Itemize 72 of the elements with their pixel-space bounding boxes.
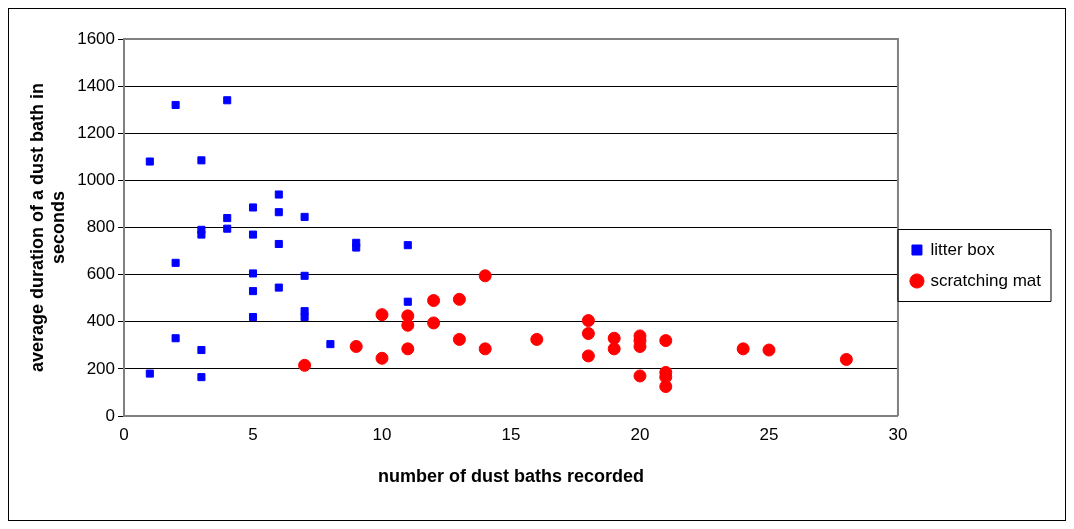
point [298,358,312,372]
point [452,332,466,346]
point [375,308,389,322]
point [403,241,412,250]
point [349,339,363,353]
point [300,271,309,280]
point [248,287,258,296]
y-tick-label: 1200 [77,122,116,142]
y-tick-label: 400 [86,311,116,331]
point [530,332,544,346]
point [401,342,415,356]
x-tick-label: 20 [630,424,650,444]
point [274,190,283,199]
point [274,239,283,249]
point [171,334,180,343]
point [197,373,206,382]
x-tick-label: 5 [248,424,258,444]
point [223,214,232,223]
point [145,369,154,378]
point [736,342,750,356]
x-tick-label: 25 [759,424,779,444]
point [223,224,232,233]
y-tick-label: 800 [86,217,116,237]
point [223,96,232,105]
y-tick-label: 1400 [77,75,116,95]
point [607,331,621,345]
point [171,258,180,267]
point [478,269,492,283]
point [401,318,415,332]
point [375,351,389,365]
point [659,380,673,394]
x-tick-label: 10 [372,424,392,444]
x-tick-label: 30 [888,424,908,444]
point [352,243,361,252]
point [403,297,412,306]
y-tick-label: 600 [86,264,116,284]
point [427,316,441,330]
point [274,208,283,217]
point [581,349,595,363]
point [659,334,673,348]
y-tick-label: 0 [105,405,116,425]
point [839,352,853,366]
point [581,314,595,328]
point [197,230,206,239]
y-tick-label: 1600 [77,28,116,48]
y-tick-label: 1000 [77,170,116,190]
x-axis-title: number of dust baths recorded [377,466,644,487]
y-axis-title: average duration of a dust bath in seconds [26,82,69,373]
point [581,327,595,341]
x-tick-label: 15 [501,424,521,444]
point [300,313,309,322]
legend-label: scratching mat [930,270,1042,290]
point [197,345,206,355]
point [248,313,258,322]
point [762,343,776,357]
y-tick-label: 200 [86,358,116,378]
point [145,157,154,166]
point [427,294,441,308]
point [326,340,335,349]
point [478,342,492,356]
x-tick-label: 0 [119,424,129,444]
point [300,212,309,221]
point [607,342,621,356]
legend-label: litter box [930,239,996,259]
point [197,156,206,165]
point [248,203,258,212]
point [248,230,258,239]
point [171,100,180,110]
point [633,369,647,383]
point [248,269,258,278]
point [452,292,466,306]
point [274,283,283,292]
